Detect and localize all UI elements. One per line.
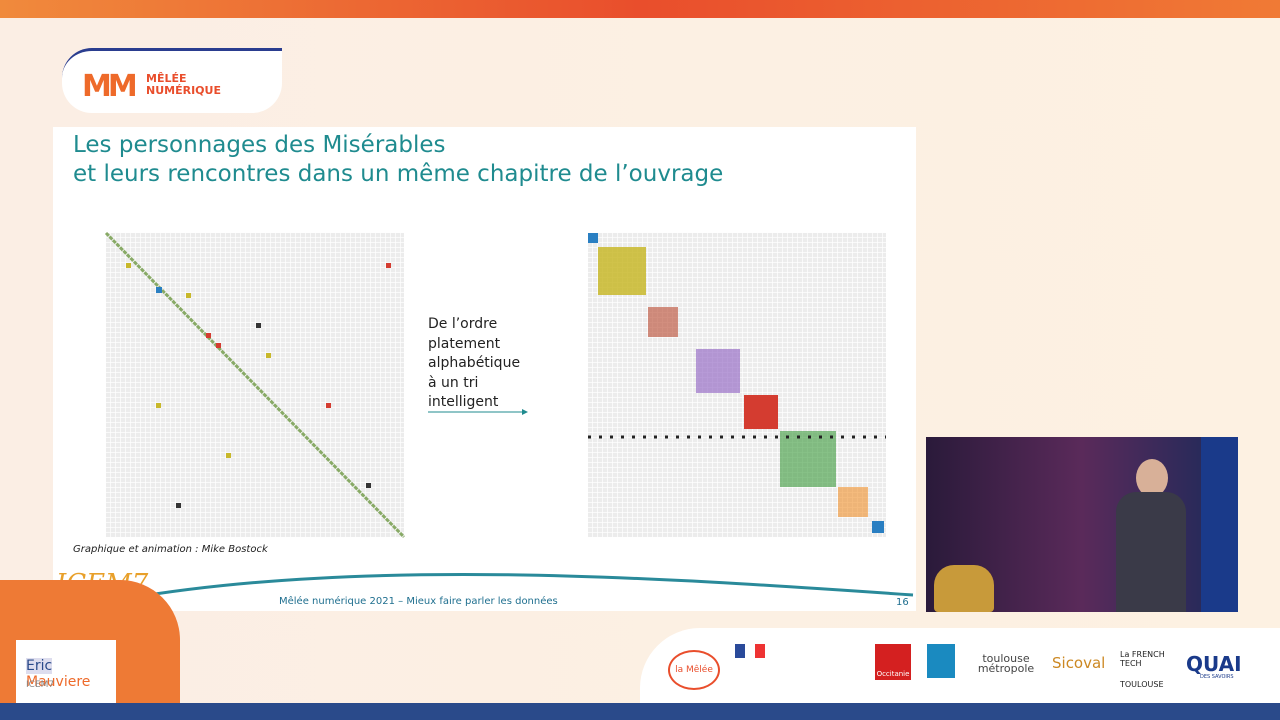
- sponsor-logo: la Mêlée: [668, 650, 720, 690]
- sponsor-logo: QUAI: [1186, 652, 1242, 676]
- speaker-org: ICEM7: [26, 680, 55, 690]
- arrow: [428, 409, 528, 415]
- note-line: intelligent: [428, 394, 499, 410]
- note-line: De l’ordre: [428, 316, 498, 332]
- logo-line: MÊLÉE: [146, 72, 187, 85]
- logo-line: NUMÉRIQUE: [146, 84, 221, 97]
- first-name: Eric: [26, 658, 53, 674]
- sponsor-logo: Occitanie: [875, 644, 911, 680]
- slide-footer: Mêlée numérique 2021 – Mieux faire parle…: [279, 596, 558, 607]
- sponsor-line: La FRENCH TECH: [1120, 650, 1165, 668]
- banner: [1201, 437, 1238, 612]
- matrix-clustered: [588, 233, 886, 537]
- speaker-head: [1136, 459, 1168, 497]
- sponsor-logo: Sicoval: [1052, 654, 1106, 672]
- sponsor-logo: toulouse métropole: [977, 652, 1035, 675]
- name-card: Eric Mauviere ICEM7: [16, 640, 116, 703]
- logo-mark: MM: [82, 69, 138, 104]
- note: De l’ordre platement alphabétique à un t…: [428, 315, 520, 413]
- sponsor-logo: DES SAVOIRS: [1200, 674, 1234, 680]
- slide: Les personnages des Misérables et leurs …: [53, 127, 916, 611]
- last-name: Mauviere: [26, 674, 91, 690]
- sponsor-logo: [927, 644, 955, 678]
- event-logo: MM MÊLÉE NUMÉRIQUE: [62, 48, 282, 113]
- sponsor-line: TOULOUSE: [1120, 680, 1164, 689]
- speaker-video: [926, 437, 1238, 612]
- footer-wave: [112, 572, 914, 603]
- slide-title: Les personnages des Misérables et leurs …: [73, 131, 723, 189]
- chair: [934, 565, 994, 612]
- top-bar: [0, 0, 1280, 18]
- title-line: Les personnages des Misérables: [73, 132, 446, 158]
- speaker-name: Eric Mauviere: [26, 658, 116, 690]
- speaker-body: [1116, 492, 1186, 612]
- caption: Graphique et animation : Mike Bostock: [73, 544, 268, 555]
- bottom-bar: [0, 703, 1280, 720]
- title-line: et leurs rencontres dans un même chapitr…: [73, 161, 724, 187]
- note-line: alphabétique: [428, 355, 521, 371]
- logo-text: MÊLÉE NUMÉRIQUE: [146, 73, 221, 97]
- sponsor-strip: la Mêlée Occitanie toulouse métropole Si…: [640, 628, 1280, 703]
- page-number: 16: [896, 597, 909, 608]
- note-line: à un tri: [428, 374, 479, 391]
- flag: [735, 644, 765, 658]
- note-line: platement: [428, 335, 501, 352]
- matrix-alphabetical: [104, 231, 406, 539]
- sponsor-logo: La FRENCH TECH TOULOUSE: [1120, 650, 1180, 689]
